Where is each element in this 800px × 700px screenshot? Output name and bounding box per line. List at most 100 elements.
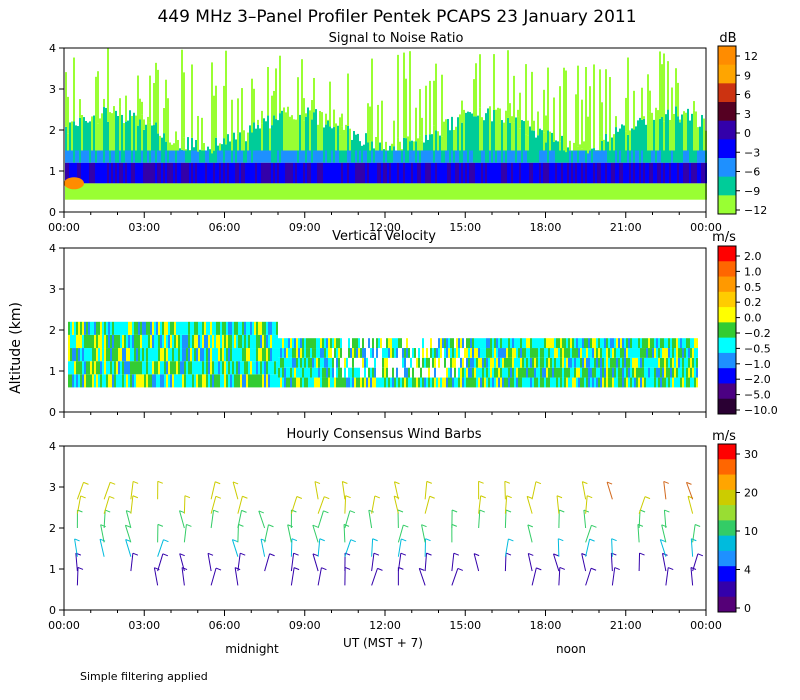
colorbar-swatch xyxy=(718,276,736,293)
velocity-cell xyxy=(276,361,278,375)
velocity-cell xyxy=(506,357,508,368)
colorbar-swatch xyxy=(718,581,736,598)
velocity-cell xyxy=(360,377,362,388)
velocity-cell xyxy=(694,367,696,378)
snr-cell xyxy=(499,108,501,124)
snr-cell xyxy=(279,55,281,114)
snr-cell xyxy=(171,162,173,184)
snr-cell xyxy=(455,183,457,200)
velocity-cell xyxy=(188,374,190,388)
velocity-cell xyxy=(292,357,294,368)
snr-cell xyxy=(175,162,177,184)
velocity-cell xyxy=(638,338,640,349)
velocity-cell xyxy=(124,374,126,388)
velocity-cell xyxy=(554,357,556,368)
snr-cell xyxy=(139,162,141,184)
velocity-cell xyxy=(110,374,112,388)
velocity-cell xyxy=(488,367,490,378)
snr-cell xyxy=(283,162,285,184)
velocity-cell xyxy=(418,348,420,358)
snr-cell xyxy=(417,150,419,163)
velocity-cell xyxy=(610,348,612,358)
velocity-cell xyxy=(264,348,266,362)
snr-cell xyxy=(551,132,553,151)
velocity-cell xyxy=(382,348,384,358)
snr-cell xyxy=(147,162,149,184)
snr-cell xyxy=(319,110,321,151)
velocity-cell xyxy=(470,367,472,378)
snr-cell xyxy=(237,98,239,134)
snr-cell xyxy=(331,128,333,151)
wind-barb-flag xyxy=(663,480,669,484)
snr-cell xyxy=(307,183,309,200)
snr-cell xyxy=(227,134,229,151)
snr-cell xyxy=(217,183,219,200)
snr-cell xyxy=(459,114,461,151)
snr-cell xyxy=(701,162,703,184)
velocity-cell xyxy=(252,321,254,335)
velocity-cell xyxy=(306,338,308,349)
snr-cell xyxy=(437,183,439,200)
velocity-cell xyxy=(690,348,692,358)
velocity-cell xyxy=(682,367,684,378)
velocity-cell xyxy=(88,348,90,362)
velocity-cell xyxy=(584,357,586,368)
snr-cell xyxy=(621,124,623,151)
velocity-cell xyxy=(648,377,650,388)
velocity-cell xyxy=(564,367,566,378)
snr-cell xyxy=(403,52,405,138)
snr-cell xyxy=(671,87,673,115)
velocity-cell xyxy=(224,348,226,362)
snr-cell xyxy=(529,150,531,163)
velocity-cell xyxy=(380,377,382,388)
velocity-cell xyxy=(476,357,478,368)
velocity-cell xyxy=(576,338,578,349)
velocity-cell xyxy=(210,361,212,375)
snr-cell xyxy=(91,116,93,151)
wind-barb xyxy=(371,568,378,586)
snr-cell xyxy=(153,150,155,163)
wind-barb-flag xyxy=(660,539,666,543)
velocity-cell xyxy=(488,357,490,368)
velocity-cell xyxy=(568,357,570,368)
velocity-cell xyxy=(522,377,524,388)
velocity-cell xyxy=(186,361,188,375)
snr-cell xyxy=(477,115,479,151)
snr-cell xyxy=(597,150,599,163)
snr-cell xyxy=(527,162,529,184)
velocity-cell xyxy=(268,334,270,349)
velocity-cell xyxy=(692,367,694,378)
velocity-cell xyxy=(474,348,476,358)
velocity-cell xyxy=(308,377,310,388)
wind-barb-flag xyxy=(480,495,486,499)
snr-cell xyxy=(237,150,239,163)
wind-barb xyxy=(103,482,111,500)
snr-cell xyxy=(321,183,323,200)
snr-cell xyxy=(351,150,353,163)
velocity-cell xyxy=(332,357,334,368)
velocity-cell xyxy=(114,361,116,375)
velocity-cell xyxy=(694,377,696,388)
figure-title: 449 MHz 3–Panel Profiler Pentek PCAPS 23… xyxy=(157,7,636,27)
velocity-cell xyxy=(204,321,206,335)
snr-cell xyxy=(341,113,343,127)
velocity-cell xyxy=(300,377,302,388)
snr-cell xyxy=(479,150,481,163)
velocity-cell xyxy=(284,338,286,349)
velocity-cell xyxy=(250,361,252,375)
snr-cell xyxy=(329,162,331,184)
velocity-cell xyxy=(120,361,122,375)
snr-cell xyxy=(687,162,689,184)
velocity-cell xyxy=(688,367,690,378)
velocity-cell xyxy=(174,361,176,375)
snr-cell xyxy=(357,133,359,151)
snr-cell xyxy=(577,183,579,200)
snr-cell xyxy=(491,150,493,163)
wind-barb-colorbar-unit: m/s xyxy=(712,429,736,444)
velocity-cell xyxy=(634,367,636,378)
colorbar-label: 0.2 xyxy=(744,296,762,309)
wind-barb-flag xyxy=(157,480,163,484)
wind-barb-flag xyxy=(473,553,480,557)
velocity-cell xyxy=(224,361,226,375)
